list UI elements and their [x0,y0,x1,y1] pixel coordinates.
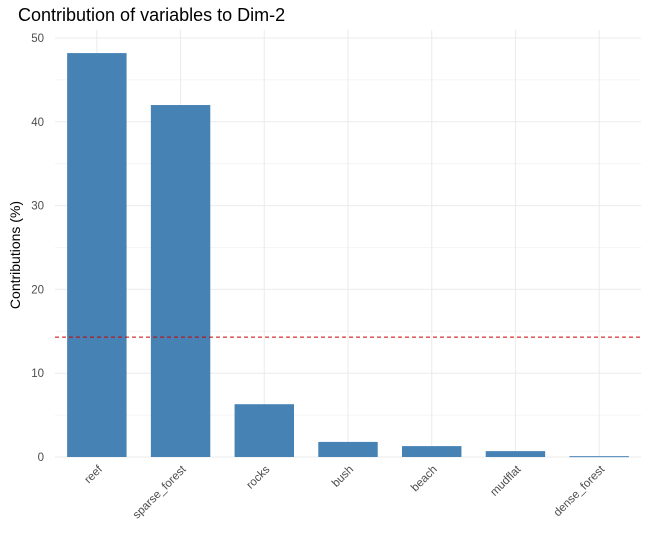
bar-beach [401,446,462,457]
y-tick-label: 40 [31,117,44,129]
x-tick-label: mudflat [488,463,524,499]
x-tick-label: sparse_forest [131,463,189,521]
bars [67,53,629,458]
y-tick-label: 30 [31,201,44,213]
y-tick-label: 10 [31,368,44,380]
x-tick-label: beach [409,464,440,495]
y-tick-label: 20 [31,284,44,296]
bar-dense_forest [569,456,629,458]
x-axis-ticks: reef sparse_forest rocks bush beach mudflat de… [82,463,607,521]
bar-rocks [234,404,295,457]
bar-mudflat [485,451,546,457]
x-tick-label: bush [330,464,356,490]
chart-title: Contribution of variables to Dim-2 [18,5,286,25]
y-tick-label: 0 [38,452,44,464]
y-tick-label: 50 [31,33,44,45]
bar-reef [67,53,127,458]
bar-sparse_forest [150,105,211,457]
y-axis-ticks: 0 10 20 30 40 50 [31,33,44,464]
x-tick-label: dense_forest [552,463,608,519]
x-tick-label: rocks [244,463,272,491]
grid-lines [55,30,641,458]
y-axis-title: Contributions (%) [7,201,23,309]
bar-bush [318,441,378,457]
x-tick-label: reef [82,463,105,486]
